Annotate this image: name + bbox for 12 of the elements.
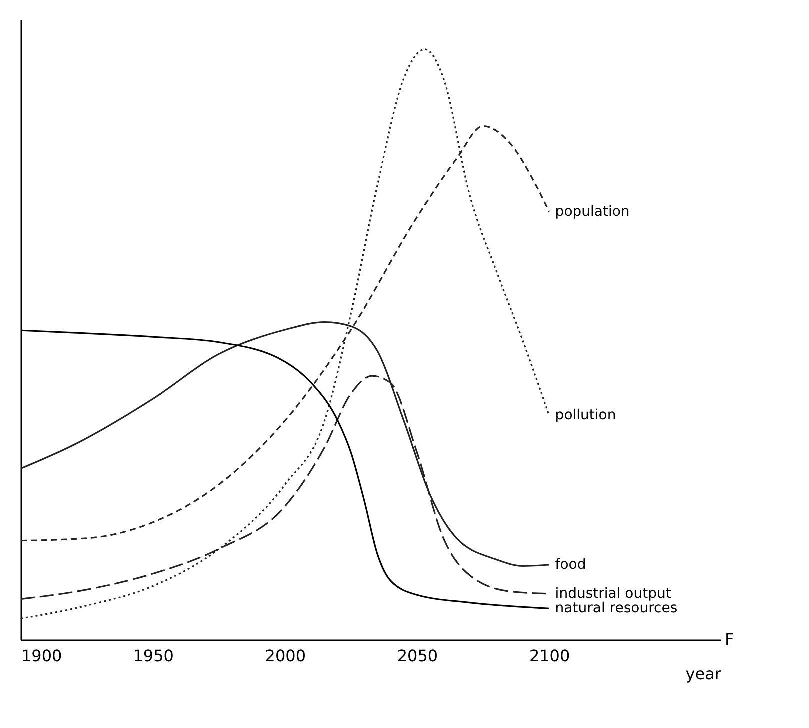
- series-label: pollution: [555, 408, 616, 424]
- series-label: industrial output: [555, 586, 672, 602]
- text: F: [725, 630, 734, 649]
- x-tick-label: 2050: [397, 646, 438, 666]
- x-tick-label: 1900: [22, 646, 62, 666]
- series-label: natural resources: [555, 600, 678, 617]
- series-label: population: [555, 204, 630, 220]
- x-axis-title: year: [686, 664, 722, 684]
- x-tick-label: 2100: [529, 646, 570, 666]
- x-tick-label: 2000: [265, 646, 306, 666]
- series-label: food: [555, 557, 586, 574]
- x-tick-label: 1950: [133, 646, 174, 666]
